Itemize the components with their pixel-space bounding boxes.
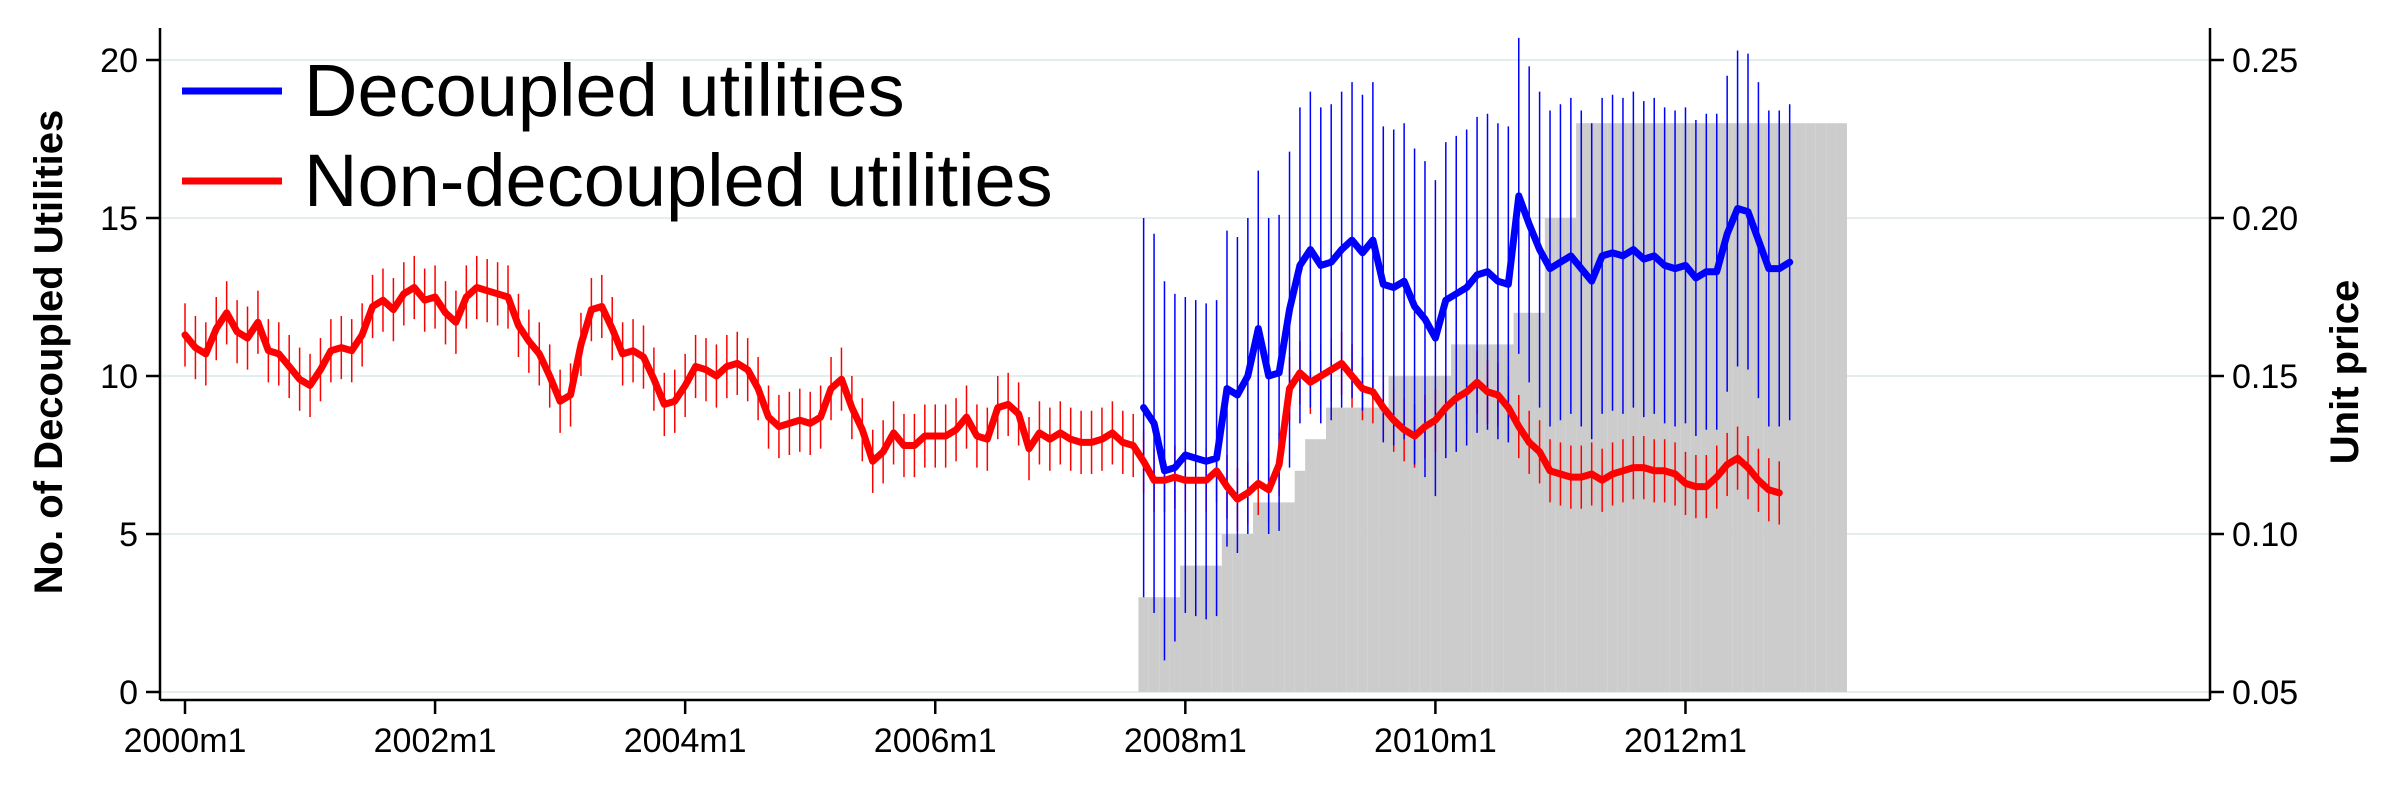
count-bar bbox=[1336, 407, 1347, 692]
y-right-tick-label: 0.15 bbox=[2232, 358, 2298, 396]
count-bar bbox=[1461, 344, 1472, 692]
decoupled-line bbox=[1140, 192, 1794, 475]
count-bar bbox=[1138, 597, 1149, 692]
x-tick-label: 2000m1 bbox=[124, 722, 247, 760]
x-tick-label: 2006m1 bbox=[874, 722, 997, 760]
count-bar bbox=[1357, 407, 1368, 692]
legend-label-decoupled: Decoupled utilities bbox=[304, 49, 905, 132]
y-left-tick-label: 20 bbox=[100, 42, 138, 80]
y-left-tick-label: 5 bbox=[119, 516, 138, 554]
x-tick-label: 2002m1 bbox=[374, 722, 497, 760]
count-bar bbox=[1325, 407, 1337, 692]
count-bar bbox=[1294, 470, 1306, 692]
y-right-tick-label: 0.25 bbox=[2232, 42, 2298, 80]
count-bar bbox=[1388, 376, 1399, 692]
legend: Decoupled utilities Non-decoupled utilit… bbox=[182, 49, 1053, 222]
y-left-tick-label: 10 bbox=[100, 358, 138, 396]
count-bar bbox=[1732, 123, 1743, 692]
count-bar bbox=[1232, 534, 1243, 692]
count-bar bbox=[1815, 123, 1827, 692]
count-bar bbox=[1315, 439, 1326, 692]
legend-label-non-decoupled: Non-decoupled utilities bbox=[304, 139, 1053, 222]
count-bar bbox=[1721, 123, 1733, 692]
count-bar bbox=[1794, 123, 1806, 692]
count-bar bbox=[1523, 312, 1535, 692]
count-bar bbox=[1805, 123, 1816, 692]
count-bar bbox=[1305, 439, 1316, 692]
x-tick-label: 2010m1 bbox=[1374, 722, 1497, 760]
ticks: 2000m1 2002m1 2004m1 2006m1 2008m1 2010m1 2012… bbox=[100, 42, 2298, 760]
count-bar bbox=[1398, 376, 1410, 692]
count-bar bbox=[1263, 502, 1274, 692]
right-axis-title: Unit price bbox=[2323, 280, 2367, 464]
count-bar bbox=[1534, 312, 1545, 692]
count-bar bbox=[1180, 565, 1191, 692]
count-bar bbox=[1190, 565, 1201, 692]
count-bar bbox=[1492, 344, 1504, 692]
count-bar bbox=[1378, 407, 1389, 692]
count-bar bbox=[1253, 502, 1264, 692]
x-tick-label: 2008m1 bbox=[1124, 722, 1247, 760]
count-bar bbox=[1430, 376, 1441, 692]
count-bar bbox=[1273, 502, 1285, 692]
non-decoupled-line bbox=[181, 284, 1783, 503]
series-lines bbox=[181, 192, 1794, 503]
x-tick-label: 2012m1 bbox=[1624, 722, 1747, 760]
count-bar bbox=[1169, 597, 1181, 692]
left-axis-title: No. of Decoupled Utilities bbox=[27, 110, 71, 594]
count-bar bbox=[1440, 376, 1452, 692]
count-bar bbox=[1367, 407, 1379, 692]
count-bar bbox=[1221, 534, 1233, 692]
count-bar bbox=[1346, 407, 1358, 692]
count-bar bbox=[1753, 123, 1764, 692]
x-tick-label: 2004m1 bbox=[624, 722, 747, 760]
y-right-tick-label: 0.05 bbox=[2232, 674, 2298, 712]
count-bar bbox=[1211, 565, 1222, 692]
count-bar bbox=[1284, 502, 1295, 692]
count-bar bbox=[1419, 376, 1431, 692]
count-bar bbox=[1742, 123, 1754, 692]
count-bar bbox=[1200, 565, 1212, 692]
count-bar bbox=[1836, 123, 1847, 692]
y-right-tick-label: 0.20 bbox=[2232, 200, 2298, 238]
count-bar bbox=[1826, 123, 1837, 692]
count-bar bbox=[1242, 534, 1254, 692]
count-bar bbox=[1451, 344, 1462, 692]
y-left-tick-label: 15 bbox=[100, 200, 138, 238]
count-bar bbox=[1482, 344, 1493, 692]
count-bar bbox=[1503, 344, 1514, 692]
y-left-tick-label: 0 bbox=[119, 674, 138, 712]
count-bar bbox=[1409, 376, 1420, 692]
count-bar bbox=[1148, 597, 1160, 692]
y-right-tick-label: 0.10 bbox=[2232, 516, 2298, 554]
count-bar bbox=[1513, 312, 1524, 692]
count-bar bbox=[1471, 344, 1483, 692]
